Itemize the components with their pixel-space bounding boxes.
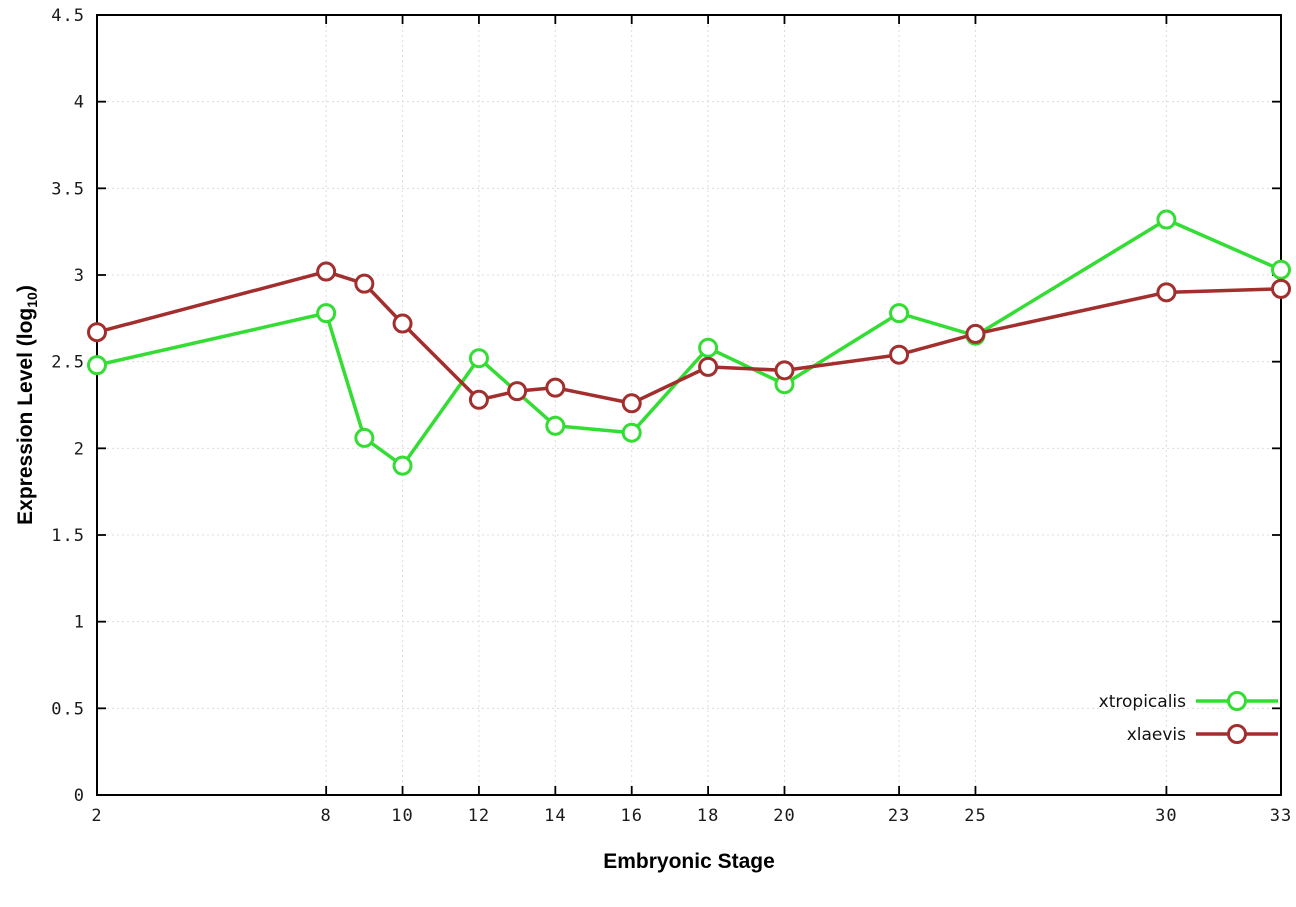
y-tick-label: 1 xyxy=(74,613,85,633)
data-point-xtropicalis xyxy=(889,303,910,324)
y-axis-label: Expression Level (log10) xyxy=(14,285,40,525)
data-point-xlaevis xyxy=(965,323,986,344)
data-point-xtropicalis xyxy=(1156,209,1177,230)
x-tick-label: 10 xyxy=(391,806,413,826)
y-axis-label-suffix: ) xyxy=(13,285,37,293)
y-tick-label: 0.5 xyxy=(51,699,85,719)
x-tick-label: 20 xyxy=(773,806,795,826)
data-point-xlaevis xyxy=(889,344,910,365)
data-point-xlaevis xyxy=(621,393,642,414)
data-point-xlaevis xyxy=(698,356,719,377)
y-tick-label: 3.5 xyxy=(51,179,85,199)
x-tick-label: 33 xyxy=(1270,806,1292,826)
y-tick-label: 2.5 xyxy=(51,353,85,373)
plot-border xyxy=(96,14,1282,796)
data-point-xlaevis xyxy=(545,377,566,398)
x-tick-label: 16 xyxy=(620,806,642,826)
data-point-xlaevis xyxy=(354,273,375,294)
y-tick-label: 0 xyxy=(74,786,85,806)
data-point-xtropicalis xyxy=(468,348,489,369)
y-tick-label: 4 xyxy=(74,93,85,113)
y-tick-label: 2 xyxy=(74,439,85,459)
legend-label-xlaevis: xlaevis xyxy=(1127,725,1186,745)
data-point-xtropicalis xyxy=(621,422,642,443)
data-point-xtropicalis xyxy=(545,415,566,436)
x-tick-label: 30 xyxy=(1155,806,1177,826)
data-point-xlaevis xyxy=(87,322,107,343)
data-point-xlaevis xyxy=(316,261,337,282)
series-line-xtropicalis xyxy=(95,217,1283,468)
y-axis-label-text: Expression Level (log xyxy=(13,307,37,525)
y-axis-label-subscript: 10 xyxy=(24,292,41,308)
x-tick-label: 18 xyxy=(697,806,719,826)
y-tick-label: 3 xyxy=(74,266,85,286)
x-tick-label: 8 xyxy=(321,806,332,826)
data-point-xlaevis xyxy=(774,360,795,381)
legend-marker-xlaevis xyxy=(1227,724,1247,744)
x-tick-label: 14 xyxy=(544,806,566,826)
data-point-xtropicalis xyxy=(316,303,337,324)
data-point-xlaevis xyxy=(392,313,413,334)
data-point-xtropicalis xyxy=(1271,259,1291,280)
data-point-xtropicalis xyxy=(354,427,375,448)
y-tick-label: 1.5 xyxy=(51,526,85,546)
x-tick-label: 25 xyxy=(964,806,986,826)
x-tick-label: 12 xyxy=(468,806,490,826)
data-point-xlaevis xyxy=(1156,282,1177,303)
legend-label-xtropicalis: xtropicalis xyxy=(1099,692,1186,712)
x-tick-label: 2 xyxy=(91,806,102,826)
data-point-xtropicalis xyxy=(87,355,107,376)
series-line-xlaevis xyxy=(95,269,1283,406)
x-axis-label: Embryonic Stage xyxy=(603,850,775,873)
data-point-xlaevis xyxy=(507,381,528,402)
data-point-xlaevis xyxy=(1271,278,1291,299)
y-tick-label: 4.5 xyxy=(51,6,85,26)
data-point-xlaevis xyxy=(468,389,489,410)
data-point-xtropicalis xyxy=(698,337,719,358)
x-tick-label: 23 xyxy=(888,806,910,826)
data-point-xtropicalis xyxy=(392,455,413,476)
legend-marker-xtropicalis xyxy=(1227,691,1247,711)
